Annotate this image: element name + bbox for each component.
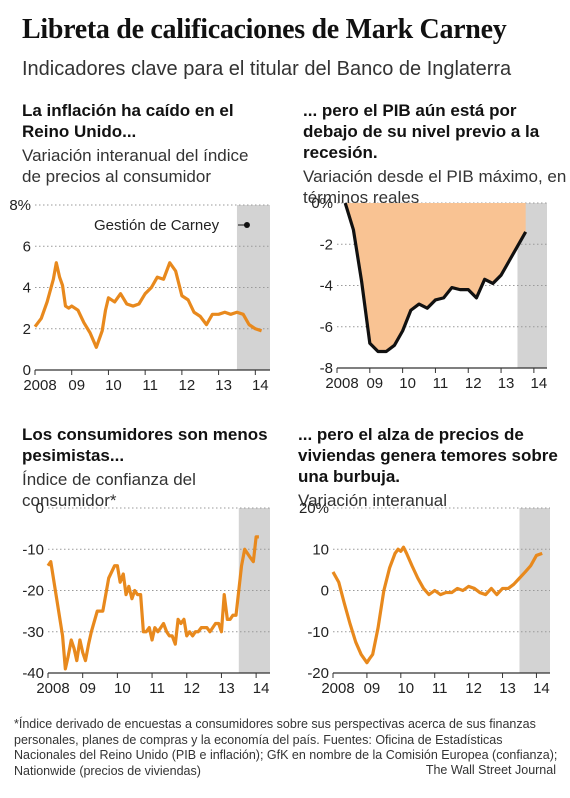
y-tick-label: 6 [23,238,31,255]
x-tick-label: 14 [533,680,550,697]
panel-2-subhead: Variación desde el PIB máximo, en términ… [303,167,567,207]
x-tick-label: 2008 [23,377,56,394]
panel-2-headline: ... pero el PIB aún está por debajo de s… [303,101,540,162]
y-tick-label: 0% [311,195,333,212]
x-tick-label: 10 [399,375,416,392]
x-tick-label: 13 [498,375,515,392]
x-tick-label: 13 [215,377,232,394]
x-tick-label: 09 [68,377,85,394]
credit-line: The Wall Street Journal [425,763,556,777]
panel-1-subhead: Variación interanual del índice de preci… [22,146,249,186]
x-tick-label: 11 [149,680,165,697]
y-tick-label: -30 [22,624,44,641]
x-tick-label: 09 [364,680,381,697]
series-line [46,535,259,671]
x-tick-label: 10 [397,680,414,697]
y-tick-label: 0 [36,500,44,517]
annotation-dot [243,222,250,228]
x-tick-label: 10 [114,680,131,697]
y-tick-label: 2 [23,321,31,338]
panel-3-headline: Los consumidores son menos pesimistas... [22,425,268,465]
carney-tenure-shade [519,508,550,673]
x-tick-label: 12 [183,680,200,697]
y-tick-label: 4 [23,280,31,297]
x-tick-label: 2008 [321,680,354,697]
area-fill [345,203,526,352]
x-tick-label: 09 [79,680,96,697]
x-tick-label: 2008 [325,375,358,392]
y-tick-label: 20% [299,500,329,517]
panel-4-subhead: Variación interanual [298,491,447,510]
y-tick-label: -20 [22,583,44,600]
y-tick-label: 0 [321,583,329,600]
panel-4-headline: ... pero el alza de precios de viviendas… [298,425,558,486]
x-tick-label: 12 [465,680,482,697]
y-tick-label: -10 [307,624,329,641]
panel-3-subhead: Índice de confianza del consumidor* [22,470,196,510]
y-tick-label: -40 [22,665,44,682]
x-tick-label: 13 [499,680,516,697]
y-tick-label: -10 [22,541,44,558]
panel-1-headline: La inflación ha caído en el Reino Unido.… [22,101,234,141]
x-tick-label: 2008 [36,680,69,697]
x-tick-label: 11 [142,377,158,394]
x-tick-label: 13 [218,680,235,697]
x-tick-label: 11 [433,375,449,392]
x-tick-label: 14 [252,377,269,394]
carney-tenure-shade [236,205,270,370]
panel-2-heading: ... pero el PIB aún está por debajo de s… [303,100,568,208]
x-tick-label: 10 [105,377,122,394]
y-tick-label: 0 [23,362,31,379]
x-tick-label: 09 [366,375,383,392]
y-tick-label: -20 [307,665,329,682]
series-line [343,202,528,354]
annotation-label: Gestión de Carney [94,217,220,234]
y-tick-label: -2 [320,236,333,253]
y-tick-label: -8 [320,360,333,377]
x-tick-label: 11 [432,680,448,697]
y-tick-label: 8% [9,197,31,214]
page-subtitle: Indicadores clave para el titular del Ba… [22,58,512,80]
panel-4-heading: ... pero el alza de precios de viviendas… [298,424,570,511]
x-tick-label: 14 [531,375,548,392]
x-tick-label: 14 [253,680,270,697]
page-title: Libreta de calificaciones de Mark Carney [22,14,507,45]
panel-3-heading: Los consumidores son menos pesimistas...… [22,424,272,511]
series-line [331,545,543,665]
x-tick-label: 12 [179,377,196,394]
y-tick-label: 10 [312,541,329,558]
y-tick-label: -4 [320,278,333,295]
panel-1-heading: La inflación ha caído en el Reino Unido.… [22,100,272,187]
y-tick-label: -6 [320,319,333,336]
series-line [33,261,263,349]
x-tick-label: 12 [465,375,482,392]
footnote: *Índice derivado de encuestas a consumid… [14,717,558,778]
